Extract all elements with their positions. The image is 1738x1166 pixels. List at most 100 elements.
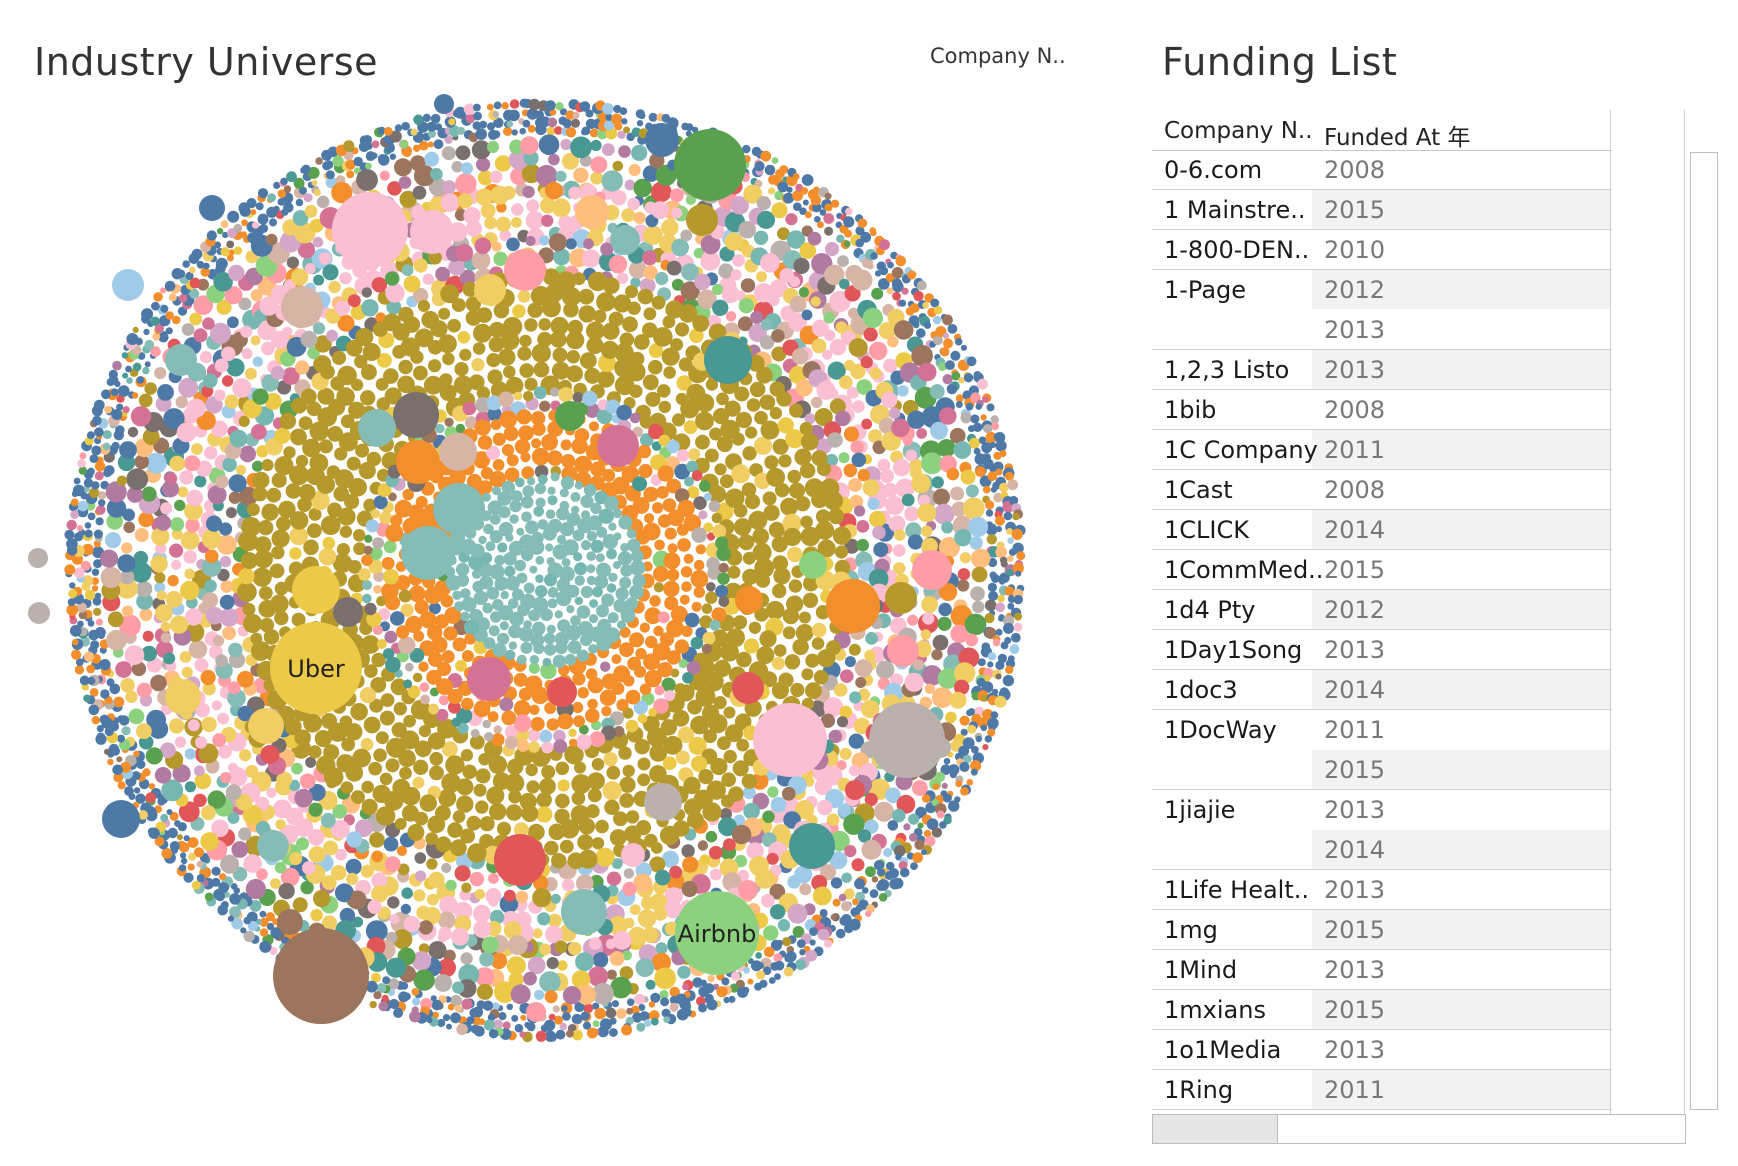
- company-bubble[interactable]: [271, 529, 290, 548]
- company-bubble[interactable]: [986, 403, 995, 412]
- company-bubble[interactable]: [499, 410, 518, 429]
- company-bubble[interactable]: [1005, 665, 1014, 674]
- company-bubble[interactable]: [289, 851, 303, 866]
- company-bubble[interactable]: [813, 186, 820, 193]
- company-bubble[interactable]: [360, 390, 376, 406]
- company-bubble[interactable]: [599, 689, 617, 706]
- company-bubble[interactable]: [535, 555, 545, 565]
- company-bubble[interactable]: [721, 977, 730, 986]
- company-bubble[interactable]: [730, 971, 741, 981]
- company-bubble[interactable]: [385, 524, 404, 543]
- company-bubble[interactable]: [539, 778, 556, 795]
- company-bubble[interactable]: [667, 543, 678, 554]
- company-bubble[interactable]: [615, 587, 629, 601]
- company-bubble[interactable]: [84, 529, 93, 538]
- company-bubble[interactable]: [72, 484, 85, 497]
- company-bubble[interactable]: [566, 365, 583, 383]
- company-bubble[interactable]: [728, 995, 736, 1003]
- company-bubble[interactable]: [437, 1018, 446, 1028]
- company-bubble[interactable]: [364, 534, 373, 543]
- company-bubble[interactable]: [639, 622, 650, 633]
- company-bubble[interactable]: [528, 741, 540, 753]
- company-bubble[interactable]: [385, 283, 405, 303]
- company-bubble[interactable]: [650, 992, 661, 1003]
- company-bubble[interactable]: [637, 288, 654, 305]
- company-bubble[interactable]: [663, 366, 676, 379]
- company-bubble[interactable]: [276, 516, 291, 532]
- company-bubble[interactable]: [547, 486, 556, 495]
- company-bubble[interactable]: [945, 360, 955, 370]
- company-bubble[interactable]: [590, 139, 602, 152]
- company-bubble[interactable]: [681, 581, 692, 592]
- company-bubble[interactable]: [91, 481, 100, 490]
- company-bubble[interactable]: [473, 904, 491, 923]
- company-bubble[interactable]: [552, 347, 568, 363]
- company-bubble[interactable]: [154, 323, 164, 333]
- company-bubble[interactable]: [269, 947, 278, 955]
- company-bubble[interactable]: [351, 790, 365, 805]
- company-bubble[interactable]: [869, 510, 886, 528]
- funded-year-cell[interactable]: 2014: [1324, 836, 1386, 864]
- company-bubble[interactable]: [125, 365, 132, 373]
- company-bubble[interactable]: [651, 295, 666, 310]
- company-bubble[interactable]: [499, 697, 514, 712]
- company-bubble[interactable]: [637, 757, 651, 771]
- funded-year-cell[interactable]: 2011: [1324, 436, 1386, 464]
- company-bubble[interactable]: [782, 626, 796, 640]
- company-bubble[interactable]: [422, 273, 435, 285]
- company-bubble[interactable]: [485, 541, 496, 552]
- company-bubble[interactable]: [421, 310, 440, 329]
- company-bubble[interactable]: [199, 195, 225, 221]
- company-bubble[interactable]: [468, 374, 485, 391]
- company-bubble[interactable]: [240, 325, 253, 338]
- company-bubble[interactable]: [542, 657, 552, 667]
- company-bubble[interactable]: [953, 441, 972, 459]
- company-bubble[interactable]: [1002, 674, 1015, 687]
- company-bubble[interactable]: [366, 451, 382, 467]
- company-bubble[interactable]: [475, 768, 491, 784]
- company-bubble[interactable]: [434, 123, 443, 131]
- company-bubble[interactable]: [303, 193, 313, 203]
- company-bubble[interactable]: [712, 283, 724, 296]
- company-bubble[interactable]: [525, 520, 539, 535]
- company-bubble[interactable]: [228, 491, 242, 504]
- company-bubble[interactable]: [388, 998, 400, 1010]
- company-bubble[interactable]: [447, 822, 463, 838]
- company-bubble[interactable]: [426, 669, 442, 685]
- company-bubble[interactable]: [625, 719, 639, 733]
- company-bubble[interactable]: [204, 579, 217, 593]
- company-bubble[interactable]: [586, 530, 598, 542]
- company-bubble[interactable]: [691, 601, 702, 612]
- company-bubble[interactable]: [565, 110, 575, 120]
- company-bubble[interactable]: [566, 350, 580, 364]
- company-bubble[interactable]: [560, 138, 572, 151]
- company-bubble[interactable]: [856, 520, 870, 533]
- company-bubble[interactable]: [141, 486, 157, 502]
- company-bubble[interactable]: [398, 359, 413, 375]
- company-bubble[interactable]: [854, 659, 873, 678]
- company-bubble[interactable]: [701, 643, 713, 655]
- company-bubble[interactable]: [998, 615, 1005, 622]
- company-bubble[interactable]: [274, 427, 291, 444]
- company-bubble[interactable]: [870, 229, 877, 237]
- company-bubble[interactable]: [195, 736, 208, 749]
- company-bubble[interactable]: [917, 280, 927, 291]
- company-bubble[interactable]: [281, 286, 323, 328]
- company-bubble[interactable]: [427, 129, 437, 138]
- funded-year-cell[interactable]: 2013: [1324, 356, 1386, 384]
- company-bubble[interactable]: [398, 991, 409, 1003]
- company-bubble[interactable]: [907, 614, 919, 626]
- company-bubble[interactable]: [493, 117, 504, 128]
- company-bubble[interactable]: [629, 904, 641, 915]
- company-bubble[interactable]: [95, 618, 103, 626]
- company-bubble[interactable]: [513, 672, 528, 687]
- company-bubble[interactable]: [535, 1030, 547, 1042]
- company-bubble[interactable]: [418, 725, 431, 738]
- company-bubble[interactable]: [189, 312, 203, 326]
- company-bubble[interactable]: [854, 878, 866, 890]
- company-bubble[interactable]: [536, 806, 553, 823]
- company-bubble[interactable]: [586, 321, 605, 341]
- company-bubble[interactable]: [767, 786, 779, 798]
- company-bubble[interactable]: [606, 871, 622, 886]
- company-bubble[interactable]: [226, 254, 234, 262]
